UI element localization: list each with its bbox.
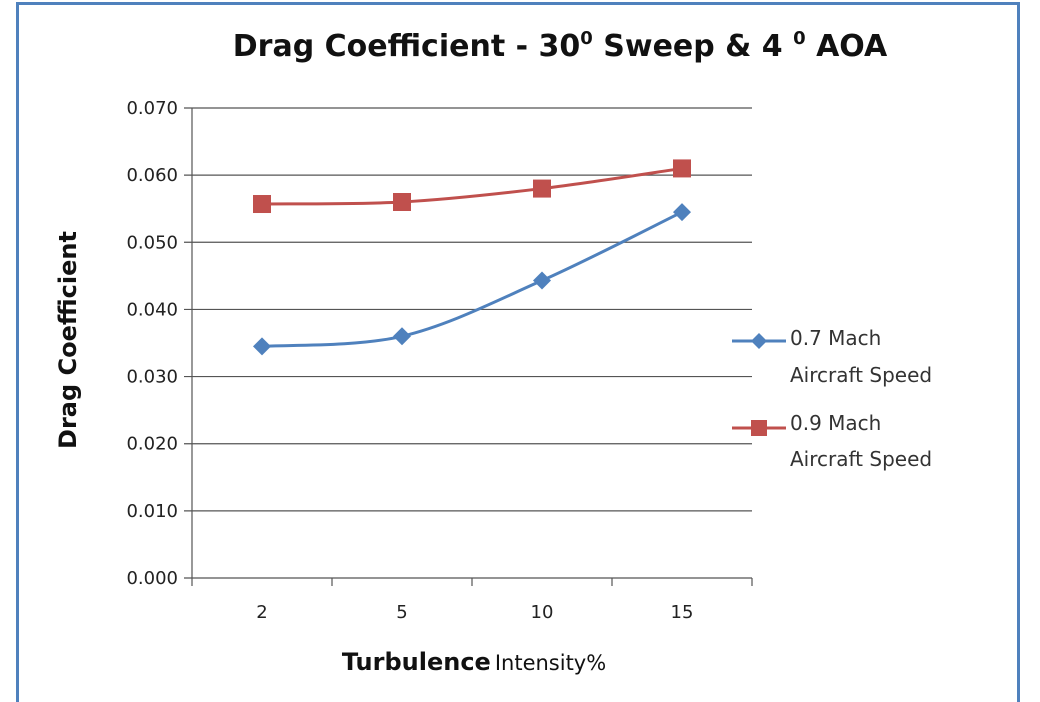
chart-frame — [16, 2, 1020, 702]
series-1-point-1 — [393, 193, 411, 211]
legend-marker-1 — [751, 420, 767, 436]
series-0-point-2 — [533, 271, 551, 290]
legend-label-0-line1: 0.7 Mach — [790, 326, 881, 350]
y-tick-label-2: 0.020 — [126, 434, 178, 455]
series-line-0 — [261, 210, 683, 348]
y-tick-label-4: 0.040 — [126, 299, 178, 320]
series-1-point-0 — [253, 195, 271, 214]
y-tick-label-0: 0.000 — [126, 568, 178, 589]
y-tick-label-7: 0.070 — [126, 98, 178, 119]
series-1-point-2 — [533, 179, 551, 198]
chart-title: Drag Coefficient - 300 Sweep & 4 0 AOA — [233, 28, 888, 64]
series-0-point-1 — [393, 327, 411, 346]
series-1-point-3 — [673, 159, 691, 178]
legend-marker-0 — [751, 333, 767, 349]
x-axis-label: Turbulence Intensity% — [342, 648, 606, 676]
gridlines — [184, 107, 753, 586]
y-axis-ticks: 0.000 0.010 0.020 0.030 0.040 0.050 0.060 0.070 — [126, 98, 178, 589]
y-tick-label-6: 0.060 — [126, 165, 178, 186]
y-tick-label-1: 0.010 — [126, 501, 178, 522]
y-tick-label-3: 0.030 — [126, 367, 178, 388]
series-0-point-3 — [673, 203, 691, 222]
legend: 0.7 Mach Aircraft Speed 0.9 Mach Aircraf… — [732, 326, 932, 471]
x-tick-label-1: 5 — [396, 602, 407, 623]
legend-label-1-line1: 0.9 Mach — [790, 411, 881, 435]
series-line-1 — [261, 166, 683, 206]
legend-label-0-line2: Aircraft Speed — [790, 363, 932, 387]
x-tick-label-3: 15 — [671, 602, 694, 623]
legend-item-0: 0.7 Mach Aircraft Speed — [732, 326, 932, 387]
legend-label-1-line2: Aircraft Speed — [790, 447, 932, 471]
legend-item-1: 0.9 Mach Aircraft Speed — [732, 411, 932, 471]
x-tick-label-2: 10 — [531, 602, 554, 623]
x-axis-ticks: 2 5 10 15 — [256, 602, 693, 623]
y-tick-label-5: 0.050 — [126, 232, 178, 253]
series-group — [253, 159, 691, 356]
y-axis-label: Drag Coefficient — [54, 231, 82, 449]
x-tick-label-0: 2 — [256, 602, 267, 623]
series-0-point-0 — [253, 337, 271, 356]
